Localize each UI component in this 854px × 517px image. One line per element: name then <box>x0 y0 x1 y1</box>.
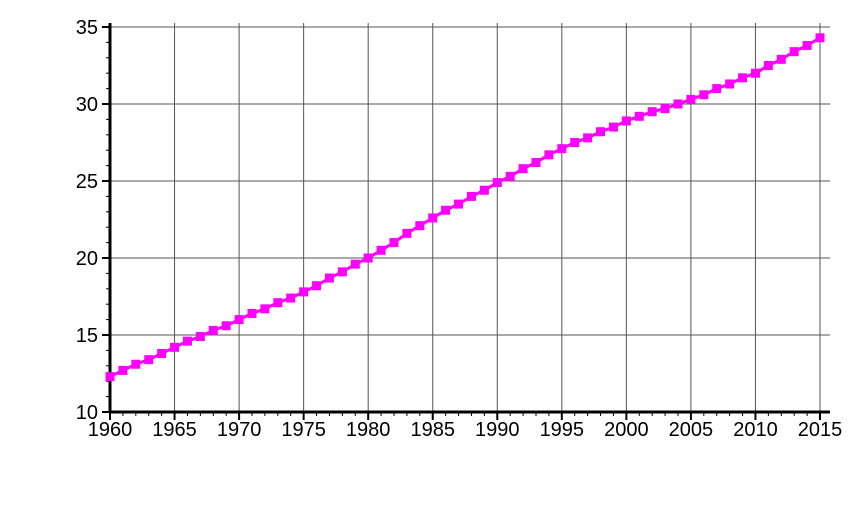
data-point <box>570 138 580 147</box>
y-tick-label: 35 <box>76 17 98 39</box>
y-tick-label: 20 <box>76 248 98 270</box>
data-point <box>544 150 554 160</box>
data-point <box>815 33 825 43</box>
data-point <box>441 205 451 215</box>
x-tick-label: 2015 <box>798 419 843 441</box>
data-point <box>763 61 773 70</box>
data-point <box>389 238 399 248</box>
tick-labels: 1960 1965 1970 1975 1980 1985 1990 1995 2000 2005… <box>76 17 843 441</box>
data-point <box>247 308 257 318</box>
y-tick-label: 15 <box>76 325 98 347</box>
data-point <box>673 99 683 109</box>
x-tick-label: 1960 <box>88 419 133 441</box>
data-point <box>505 171 515 181</box>
data-point <box>118 365 128 375</box>
data-point <box>363 253 373 263</box>
data-point <box>428 213 438 223</box>
data-point <box>608 122 618 132</box>
x-tick-label: 1975 <box>281 419 326 441</box>
data-point <box>725 79 735 89</box>
data-point <box>634 111 644 121</box>
x-tick-label: 2000 <box>604 419 649 441</box>
data-point <box>350 259 360 269</box>
x-tick-label: 1985 <box>410 419 455 441</box>
data-point <box>454 199 464 209</box>
data-point <box>686 94 696 104</box>
x-tick-label: 1965 <box>152 419 197 441</box>
y-tick-label: 10 <box>76 402 98 424</box>
data-point <box>131 359 141 369</box>
data-point <box>583 133 593 143</box>
data-point <box>557 144 567 154</box>
data-point <box>312 281 322 291</box>
x-tick-label: 1980 <box>346 419 391 441</box>
data-point <box>324 273 334 283</box>
data-point <box>286 293 296 303</box>
grid <box>110 23 830 412</box>
data-point <box>738 73 748 83</box>
data-point <box>208 325 218 335</box>
x-tick-label: 1970 <box>217 419 262 441</box>
data-point <box>776 54 786 64</box>
data-point <box>712 84 722 94</box>
data-point <box>518 164 528 174</box>
data-point <box>479 185 489 195</box>
data-point <box>466 191 476 201</box>
data-point <box>376 245 386 255</box>
y-tick-label: 30 <box>76 94 98 116</box>
data-point <box>182 336 192 346</box>
x-tick-label: 2005 <box>669 419 714 441</box>
data-point <box>337 267 347 277</box>
x-tick-label: 1995 <box>540 419 585 441</box>
x-tick-label: 1990 <box>475 419 520 441</box>
data-point <box>299 287 309 297</box>
data-point <box>144 355 154 365</box>
data-point <box>402 228 412 238</box>
axes <box>102 23 830 420</box>
data-point <box>789 47 799 57</box>
series <box>105 33 825 382</box>
data-point <box>221 321 231 331</box>
data-point <box>531 158 541 168</box>
data-point <box>647 107 657 117</box>
data-point <box>105 372 115 382</box>
data-point <box>195 332 205 342</box>
data-point <box>802 40 812 50</box>
data-point <box>273 298 283 308</box>
data-point <box>699 90 709 100</box>
data-point <box>750 68 760 78</box>
data-point <box>596 127 606 137</box>
data-point <box>157 348 167 358</box>
data-point <box>621 116 631 126</box>
data-point <box>660 104 670 114</box>
data-point <box>170 342 180 352</box>
data-point <box>260 304 270 314</box>
data-point <box>234 315 244 325</box>
y-tick-label: 25 <box>76 171 98 193</box>
data-point <box>492 178 502 188</box>
data-point <box>415 221 425 231</box>
x-tick-label: 2010 <box>733 419 778 441</box>
